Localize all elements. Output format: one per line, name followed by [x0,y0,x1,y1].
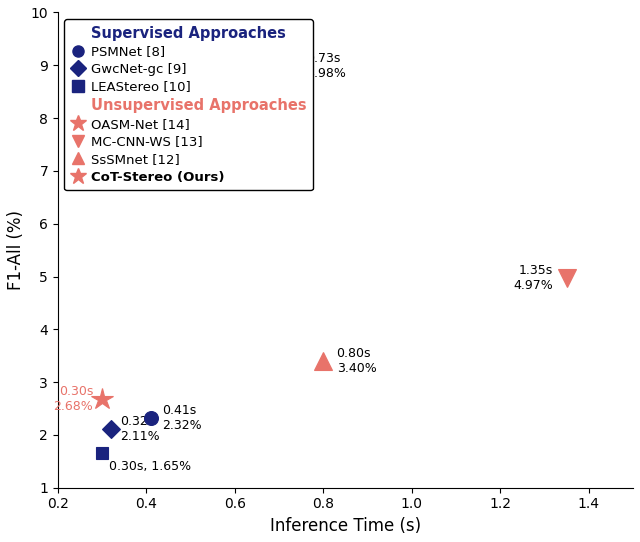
Text: 0.30s, 1.65%: 0.30s, 1.65% [109,460,191,473]
Text: 0.32s
2.11%: 0.32s 2.11% [120,415,159,443]
Text: 0.41s
2.32%: 0.41s 2.32% [162,404,202,432]
Y-axis label: F1-All (%): F1-All (%) [7,210,25,290]
X-axis label: Inference Time (s): Inference Time (s) [270,517,421,535]
Text: 0.73s
8.98%: 0.73s 8.98% [306,53,346,80]
Text: 0.80s
3.40%: 0.80s 3.40% [337,347,376,375]
Legend: Supervised Approaches, PSMNet [8], GwcNet-gc [9], LEAStereo [10], Unsupervised A: Supervised Approaches, PSMNet [8], GwcNe… [65,19,313,190]
Text: 1.35s
4.97%: 1.35s 4.97% [514,264,554,292]
Text: 0.30s
2.68%: 0.30s 2.68% [54,385,93,413]
